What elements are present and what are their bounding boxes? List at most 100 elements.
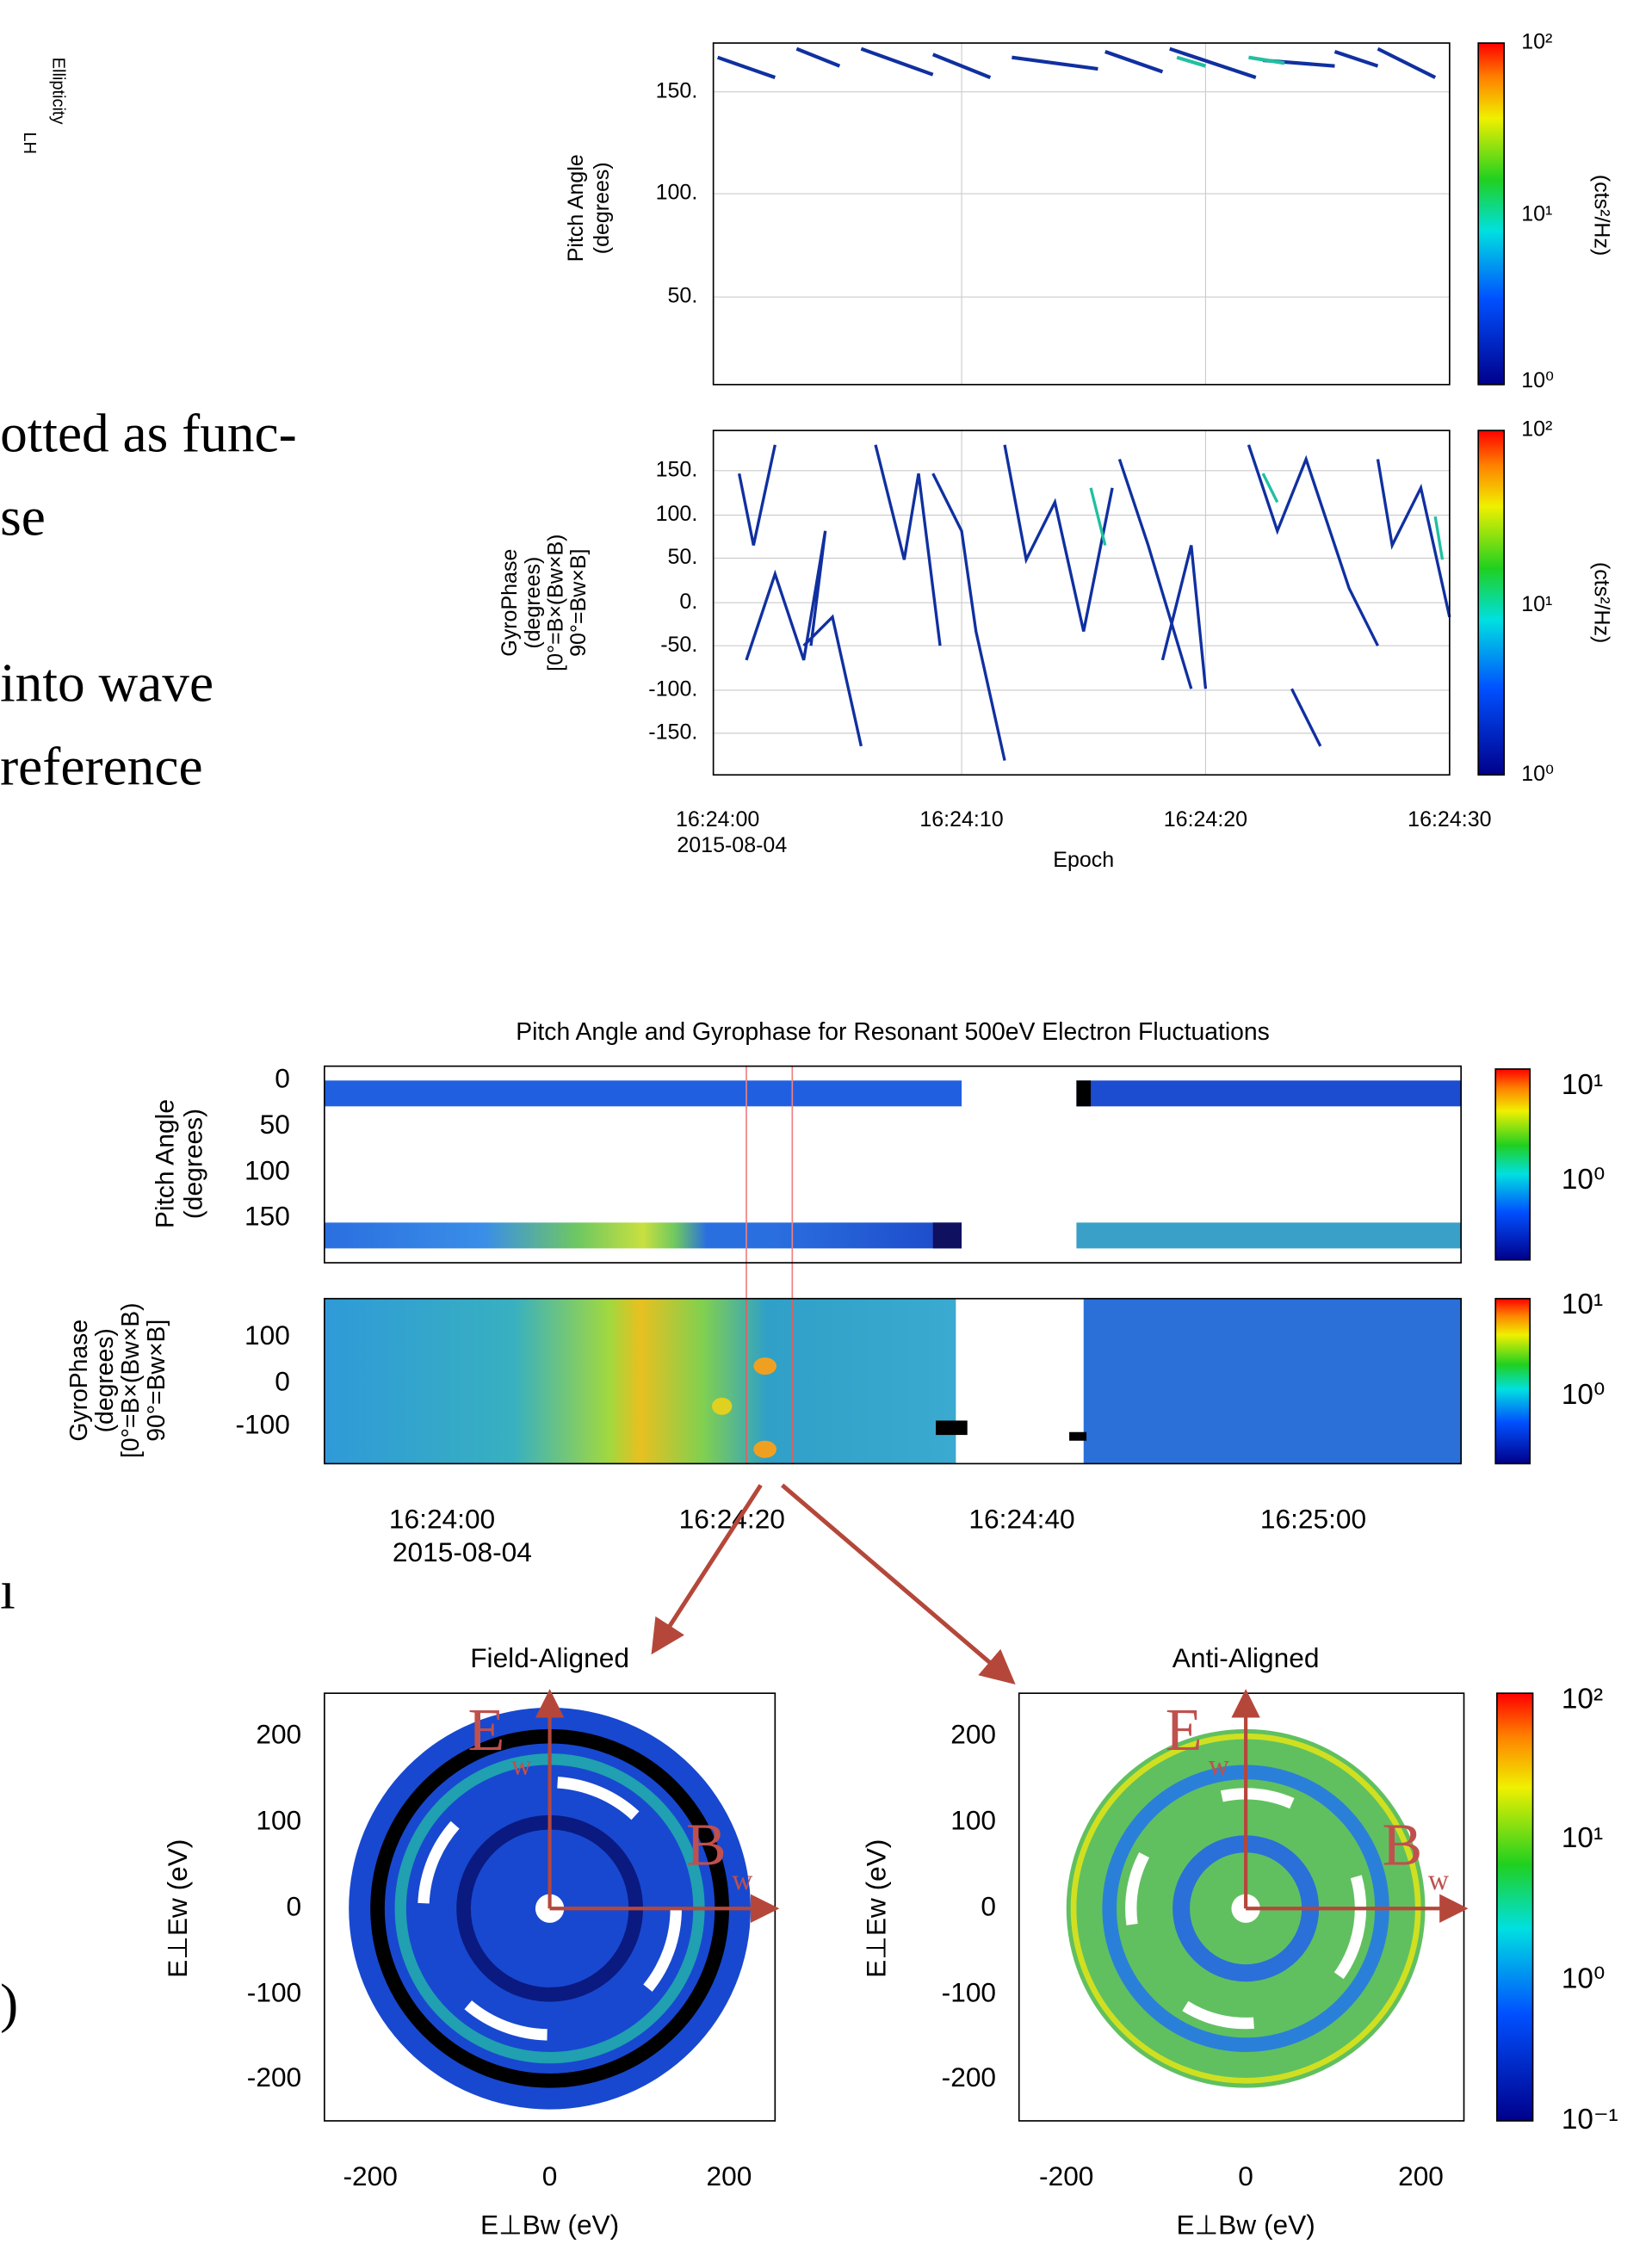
decoration [1069,1431,1087,1441]
vector-label: E [468,1697,505,1764]
vector-subscript: w [732,1864,752,1896]
x-tick-label: -200 [343,2160,398,2191]
y-axis-label: 90°=Bw×B] [566,548,591,656]
figure-title: Pitch Angle and Gyrophase for Resonant 5… [516,1018,1270,1046]
colorbar-tick-label: 10¹ [1562,1822,1603,1854]
colorbar [1496,1692,1534,2122]
vector-subscript: w [1428,1864,1449,1896]
vector-label: B [1382,1813,1422,1879]
body-text: ) [0,1973,18,2033]
decoration [1076,1080,1462,1107]
decoration [738,444,1451,761]
y-tick-label: 100 [244,1154,290,1185]
body-text: se [0,486,46,547]
colorbar-tick-label: 10¹ [1562,1069,1603,1101]
decoration [1089,473,1445,560]
colorbar-tick-label: 10⁰ [1562,1164,1605,1196]
colorbar-label: (cts²/Hz) [1589,562,1613,643]
colorbar-tick-label: 10⁰ [1562,1379,1605,1411]
y-axis-label: (degrees) [521,557,545,649]
top-gyro-panel [712,430,1451,776]
vector-label: B [686,1813,727,1879]
colorbar-tick-label: 10⁰ [1521,762,1554,786]
y-axis-label: [0°=B×(Bw×B) [117,1302,145,1458]
x-tick-label: -200 [1039,2160,1093,2191]
x-tick-label: 16:24:00 [389,1503,495,1534]
decoration [324,1297,1463,1465]
vector-subscript: w [511,1750,532,1782]
decoration [936,1420,968,1436]
date-label: 2015-08-04 [393,1536,532,1567]
y-axis-label: [0°=B×(Bw×B) [544,534,568,671]
y-tick-label: -150. [648,720,697,744]
colorbar-tick-label: 10¹ [1562,1289,1603,1320]
y-tick-label: 50. [668,284,698,308]
bottom-gyro-panel [324,1297,1463,1465]
x-tick-label: 0 [1238,2160,1253,2191]
colorbar-tick-label: 10² [1521,30,1552,54]
colorbar [1477,42,1506,386]
body-text: otted as func- [0,404,297,464]
x-tick-label: 16:25:00 [1260,1503,1366,1534]
decoration [324,1080,962,1107]
y-tick-label: -50. [660,633,697,657]
x-tick-label: 0 [542,2160,558,2191]
colorbar-tick-label: 10¹ [1521,592,1552,616]
arrow [781,1483,1016,1684]
y-tick-label: -100 [247,1977,301,2008]
y-tick-label: -100 [235,1408,289,1439]
decoration [1076,1080,1092,1107]
decoration [716,46,1437,79]
x-axis-label: E⊥Bw (eV) [480,2210,619,2241]
y-tick-label: 0 [287,1891,302,1922]
y-tick-label: 0 [981,1891,996,1922]
y-tick-label: 150. [656,78,698,102]
y-axis-label: GyroPhase [65,1320,93,1442]
y-tick-label: 100 [244,1320,290,1351]
y-axis-label: 90°=Bw×B] [143,1320,170,1442]
decoration [1083,1298,1462,1464]
y-tick-label: 100. [656,181,698,205]
y-tick-label: 100. [656,502,698,526]
decoration [711,1397,733,1415]
x-tick-label: 16:24:40 [968,1503,1074,1534]
y-tick-label: 100 [256,1805,301,1836]
y-tick-label: 0. [679,590,697,614]
body-text: into wave [0,653,213,714]
colorbar-tick-label: 10⁻¹ [1562,2104,1618,2136]
colorbar [1494,1297,1531,1465]
bottom-pitch-panel [324,1065,1463,1464]
colorbar-tick-label: 10² [1521,417,1552,442]
x-tick-label: 16:24:10 [919,807,1003,831]
x-axis-label: Epoch [1053,848,1114,872]
y-tick-label: -200 [942,2061,996,2092]
y-axis-label: E⊥Ew (eV) [861,1839,892,1978]
decoration [712,42,1451,386]
y-tick-label: 150. [656,457,698,481]
x-tick-label: 200 [1398,2160,1444,2191]
vector-arrows [535,1689,1469,1923]
top-pitch-panel [712,42,1451,386]
decoration [753,1440,777,1458]
x-tick-label: 200 [707,2160,752,2191]
colorbar [1477,430,1506,776]
x-tick-label: 16:24:30 [1408,807,1491,831]
colorbar-tick-label: 10⁰ [1562,1963,1605,1994]
y-axis-label: Pitch Angle [151,1099,179,1228]
decoration [753,1357,777,1375]
vector-subscript: w [1209,1750,1229,1782]
decoration [712,430,1451,776]
y-axis-label: (degrees) [180,1109,208,1219]
y-tick-label: 200 [256,1719,301,1750]
plot-title: Anti-Aligned [1172,1642,1320,1673]
body-text: ı [0,1560,15,1620]
decoration [324,1065,1463,1264]
decoration [324,1298,956,1464]
y-tick-label: 50 [260,1109,290,1140]
y-tick-label: -200 [247,2061,301,2092]
decoration [324,1222,962,1249]
y-tick-label: 50. [668,545,698,569]
y-tick-label: 0 [275,1063,290,1094]
x-axis-label: E⊥Bw (eV) [1176,2210,1315,2241]
